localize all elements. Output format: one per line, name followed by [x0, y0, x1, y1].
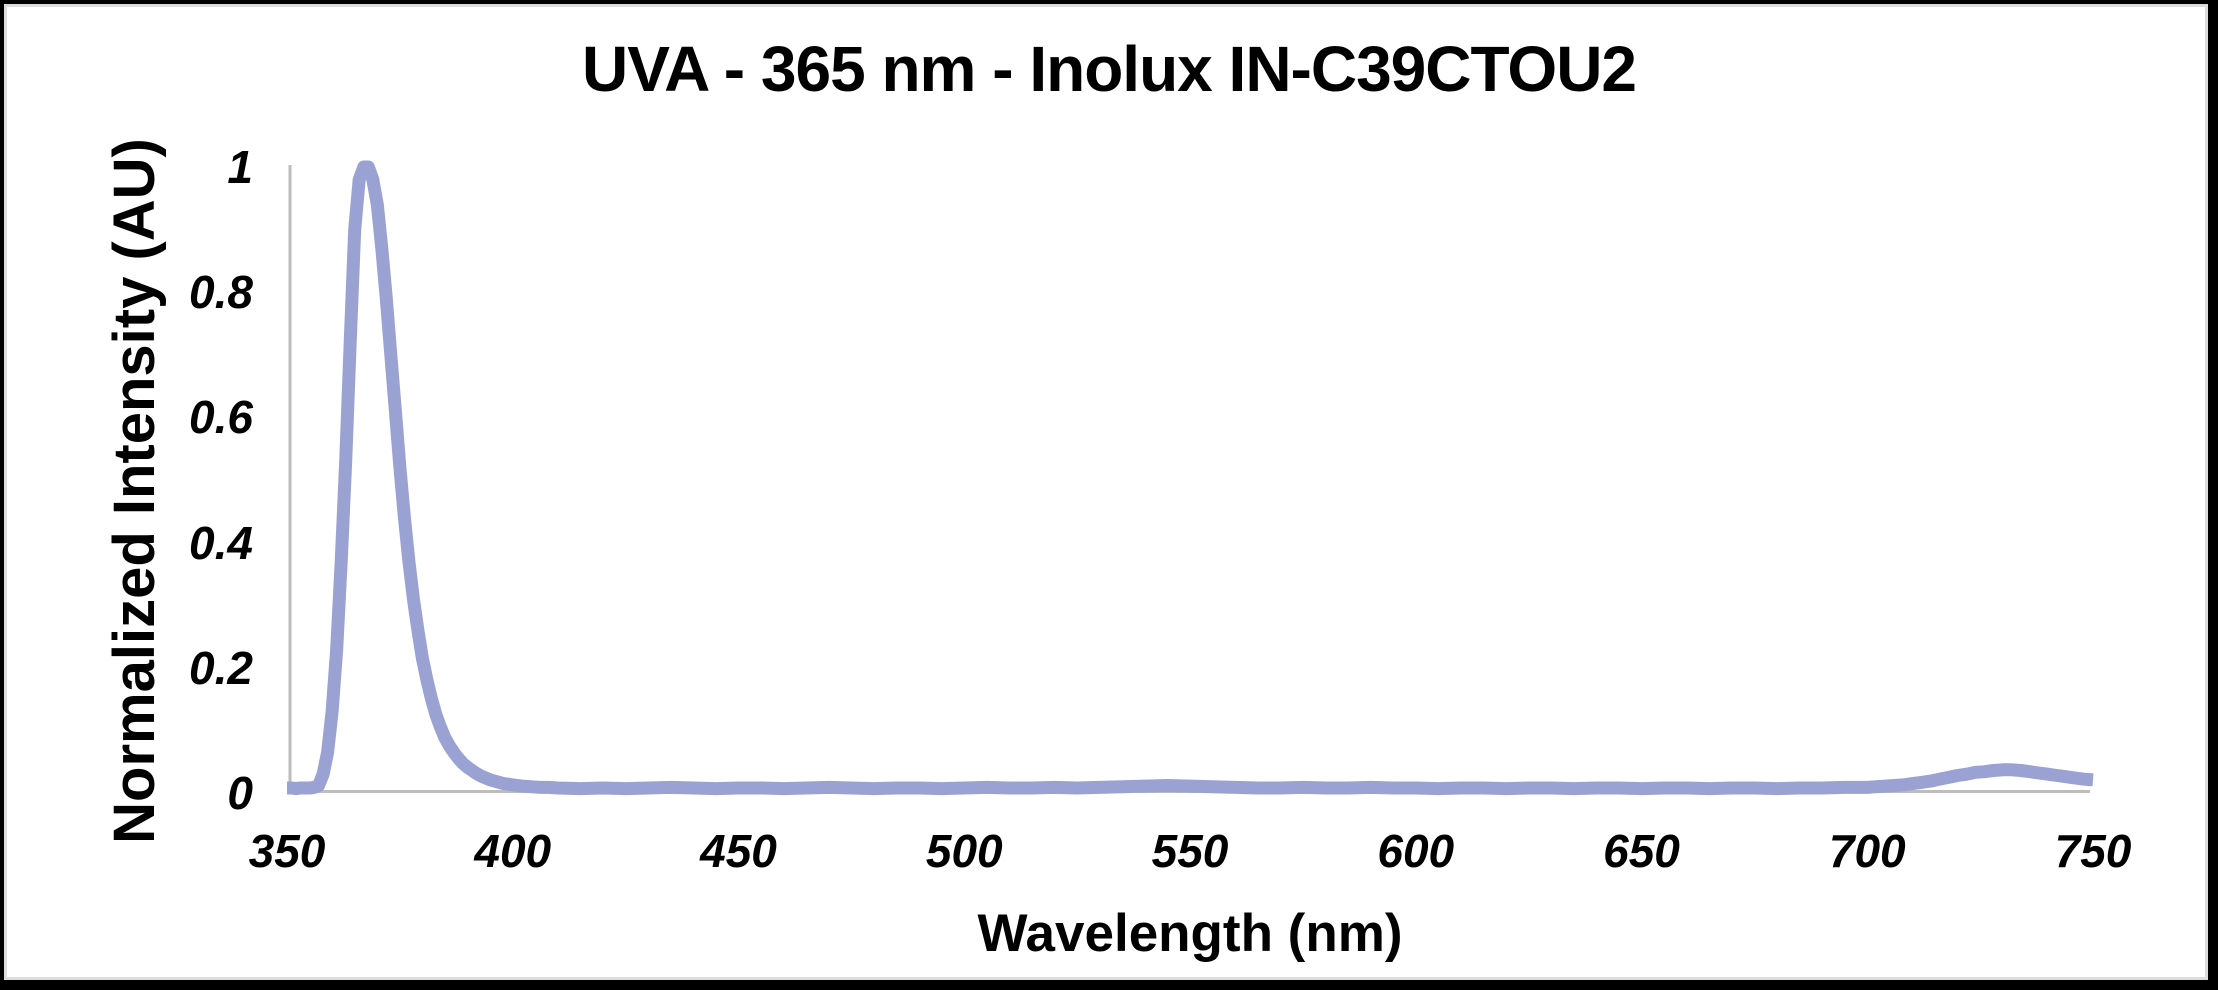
x-tick-label-750: 750	[2054, 825, 2132, 877]
y-tick-label-0: 0	[227, 767, 253, 819]
x-axis-title: Wavelength (nm)	[977, 904, 1403, 963]
y-tick-label-0.4: 0.4	[189, 516, 253, 569]
x-tick-label-500: 500	[925, 825, 1003, 877]
spectrum-curve	[285, 160, 2094, 796]
x-tick-label-450: 450	[700, 825, 777, 877]
y-tick-label-0.6: 0.6	[189, 391, 253, 444]
y-tick-label-0.2: 0.2	[189, 641, 253, 694]
x-tick-label-600: 600	[1377, 825, 1455, 877]
y-axis-title: Normalized Intensity (AU)	[102, 138, 167, 844]
x-tick-label-550: 550	[1151, 825, 1229, 877]
y-tick-label-1: 1	[227, 141, 253, 193]
x-tick-label-400: 400	[474, 825, 552, 877]
chart-title: UVA - 365 nm - Inolux IN-C39CTOU2	[582, 33, 1637, 105]
y-tick-label-0.8: 0.8	[189, 266, 253, 319]
x-tick-label-650: 650	[1603, 825, 1680, 877]
x-tick-label-350: 350	[248, 825, 326, 877]
x-tick-label-700: 700	[1828, 825, 1906, 877]
